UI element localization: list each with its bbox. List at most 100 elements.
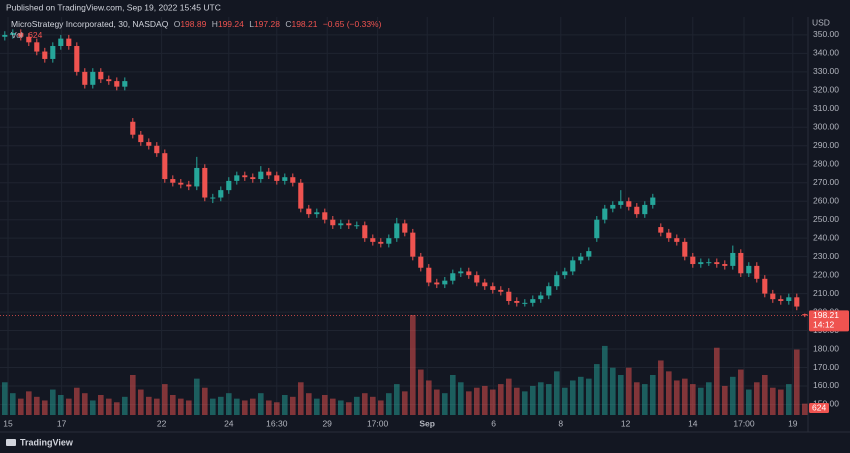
candle-body (482, 282, 488, 287)
x-tick-label: 19 (788, 418, 798, 428)
currency-label: USD (812, 17, 830, 27)
candle-body (642, 204, 648, 215)
volume-bar (482, 385, 488, 415)
brand: TradingView (6, 437, 74, 447)
candle-body (738, 252, 744, 274)
candle-body (586, 251, 592, 257)
volume-bar (274, 402, 280, 415)
candle-body (674, 238, 680, 242)
volume-bar (418, 369, 424, 415)
x-tick-label: 12 (621, 418, 631, 428)
candle-body (594, 219, 600, 239)
candle-body (506, 291, 512, 301)
y-tick-label: 270.00 (813, 177, 839, 187)
volume-bar (642, 384, 648, 415)
candle-body (18, 33, 24, 37)
candle-body (778, 299, 784, 301)
candle-body (610, 204, 616, 209)
candle-body (682, 241, 688, 257)
volume-bar (162, 384, 168, 415)
candle-body (66, 38, 72, 47)
volume-bar (474, 387, 480, 415)
x-tick-label: 24 (224, 418, 234, 428)
volume-bar (10, 393, 16, 415)
volume-legend: Vol 624 (11, 30, 43, 40)
candle-body (466, 271, 472, 276)
volume-bar (634, 382, 640, 415)
candle-body (554, 275, 560, 287)
candle-body (26, 36, 32, 43)
x-tick-label: 14 (688, 418, 698, 428)
volume-bar (658, 360, 664, 415)
volume-bar (354, 396, 360, 415)
volume-bar (746, 389, 752, 415)
volume-bar (234, 398, 240, 415)
volume-bar (298, 382, 304, 415)
volume-bar (210, 398, 216, 415)
volume-bar (546, 384, 552, 415)
x-tick-label: 29 (322, 418, 332, 428)
candle-body (370, 238, 376, 242)
candle-body (274, 175, 280, 181)
volume-bar (34, 396, 40, 415)
candle-body (458, 271, 464, 274)
candle-body (450, 273, 456, 281)
candle-body (770, 293, 776, 300)
candle-body (498, 289, 504, 292)
volume-bar (114, 402, 120, 415)
volume-bar (434, 389, 440, 415)
candle-body (250, 177, 256, 180)
legend-label: H (212, 19, 218, 29)
candle-body (570, 260, 576, 272)
volume-bar (650, 375, 656, 415)
candle-body (58, 38, 64, 47)
y-tick-label: 300.00 (813, 122, 839, 132)
volume-bar (266, 400, 272, 415)
candles (2, 29, 808, 318)
candle-body (762, 278, 768, 294)
volume-bar (602, 345, 608, 415)
volume-bar (402, 391, 408, 415)
volume-bars (2, 315, 808, 415)
volume-bar (522, 391, 528, 415)
volume-bar (714, 347, 720, 415)
volume-bar (722, 385, 728, 415)
candle-body (802, 314, 808, 316)
candle-body (546, 286, 552, 296)
volume-bar (770, 387, 776, 415)
volume-bar (130, 375, 136, 415)
volume-bar (730, 376, 736, 415)
grid (0, 17, 808, 415)
volume-bar (530, 385, 536, 415)
volume-label: Vol (11, 30, 23, 40)
candle-body (106, 79, 112, 82)
candle-body (362, 225, 368, 239)
candle-body (90, 71, 96, 85)
candle-body (218, 190, 224, 198)
volume-bar (498, 384, 504, 415)
candle-body (634, 206, 640, 215)
volume-bar (682, 378, 688, 415)
volume-bar (586, 378, 592, 415)
candle-body (354, 225, 360, 227)
volume-value: 624 (28, 30, 42, 40)
candle-body (122, 81, 128, 87)
y-tick-label: 210.00 (813, 288, 839, 298)
candle-body (138, 134, 144, 143)
y-tick-label: 320.00 (813, 85, 839, 95)
volume-bar (218, 396, 224, 415)
candle-body (386, 238, 392, 244)
legend-value: 197.28 (254, 19, 280, 29)
volume-bar (394, 384, 400, 415)
x-tick-label: 6 (491, 418, 496, 428)
volume-bar (554, 371, 560, 415)
candle-body (618, 201, 624, 205)
y-tick-label: 340.00 (813, 48, 839, 58)
candle-body (418, 256, 424, 268)
candle-body (714, 262, 720, 265)
candle-body (578, 256, 584, 261)
candle-body (706, 262, 712, 264)
volume-bar (794, 349, 800, 415)
